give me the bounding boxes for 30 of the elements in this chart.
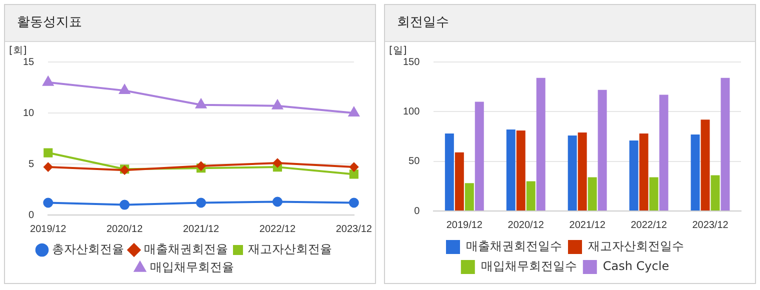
y-tick-label: 100 (402, 106, 420, 118)
x-tick-label: 2021/12 (182, 224, 220, 235)
legend-label: 총자산회전율 (52, 242, 124, 256)
y-axis-title: [일] (389, 46, 407, 57)
y-axis-title: [회] (9, 46, 27, 57)
y-tick-label: 10 (23, 108, 35, 119)
x-tick-label: 2019/12 (30, 224, 67, 235)
x-tick-label: 2020/12 (106, 224, 144, 235)
x-tick-label: 2022/12 (630, 220, 668, 231)
chart-title: 회전일수 (385, 5, 755, 42)
legend-label: Cash Cycle (602, 259, 670, 274)
x-tick-label: 2023/12 (336, 224, 372, 235)
legend-label: 재고자산회전일수 (588, 239, 684, 254)
legend-label: 매출채권회전일수 (466, 239, 562, 254)
legend-label: 매출채권회전율 (144, 242, 228, 256)
legend-label: 매입채무회전율 (150, 260, 234, 274)
legend-label: 매입채무회전일수 (480, 259, 577, 274)
y-tick-label: 15 (23, 56, 35, 68)
y-tick-label: 150 (402, 56, 420, 68)
chart-title: 활동성지표 (5, 5, 375, 42)
y-tick-label: 0 (414, 206, 420, 217)
y-tick-label: 5 (28, 158, 35, 170)
x-tick-label: 2020/12 (508, 220, 544, 231)
y-tick-label: 50 (408, 156, 420, 168)
x-tick-label: 2021/12 (569, 220, 606, 231)
x-tick-label: 2023/12 (692, 220, 729, 231)
x-tick-label: 2022/12 (259, 224, 296, 235)
x-tick-label: 2019/12 (446, 220, 483, 231)
y-tick-label: 0 (28, 210, 35, 221)
legend-label: 재고자산회전율 (248, 242, 332, 256)
